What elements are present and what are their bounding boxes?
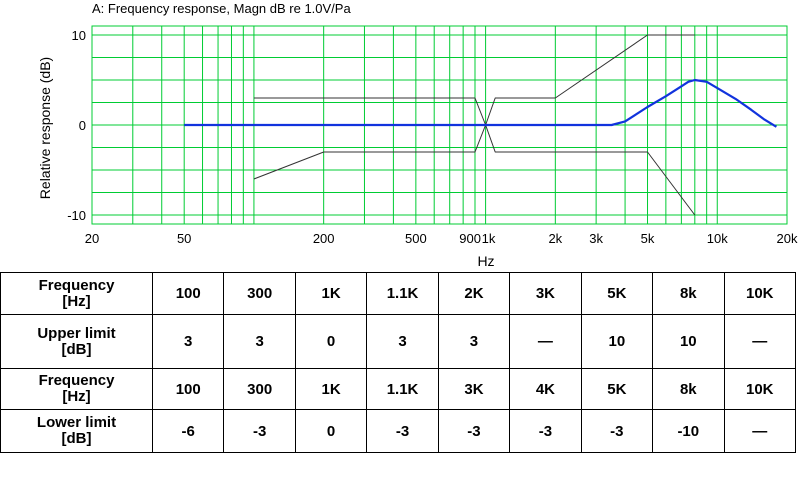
- row-header-line: Lower limit: [36, 414, 117, 431]
- table-cell: 10: [580, 314, 654, 369]
- y-tick-label: -10: [67, 208, 86, 223]
- table-cell: -10: [652, 409, 725, 453]
- chart-title: A: Frequency response, Magn dB re 1.0V/P…: [92, 1, 351, 16]
- table-cell: 10K: [723, 272, 796, 315]
- table-cell: 0: [294, 409, 368, 453]
- x-tick-label: 10k: [707, 231, 728, 246]
- table-row: Frequency [Hz] 100 300 1K 1.1K 3K 4K 5K 8k 10K: [0, 368, 796, 410]
- table-row: Lower limit [dB] -6 -3 0 -3 -3 -3 -3 -10—: [0, 409, 796, 453]
- table-cell: 8k: [652, 368, 725, 410]
- table-cell: —: [723, 409, 796, 453]
- y-tick-label: 10: [72, 28, 86, 43]
- table-cell: —: [509, 314, 582, 369]
- table-cell: 5K: [580, 272, 654, 315]
- row-header-line: Upper limit: [37, 324, 116, 342]
- table-cell: 3K: [437, 368, 511, 410]
- x-tick-label: 20: [85, 231, 99, 246]
- row-header-line: [dB]: [61, 430, 92, 447]
- table-cell: 300: [223, 272, 296, 315]
- row-header: Frequency [Hz]: [0, 368, 153, 410]
- table-row: Frequency [Hz] 100 300 1K 1.1K 2K 3K 5K 8k 10K: [0, 272, 796, 315]
- row-header-line: Frequency: [38, 276, 115, 294]
- table-cell: 3: [437, 314, 511, 369]
- table-cell: -3: [580, 409, 654, 453]
- x-tick-label: 2k: [548, 231, 562, 246]
- limits-table: Frequency [Hz] 100 300 1K 1.1K 2K 3K 5K 8k 10K Uppe…: [0, 272, 796, 453]
- table-cell: 300: [223, 368, 296, 410]
- table-cell: 8k: [652, 272, 725, 315]
- table-cell: -3: [366, 409, 439, 453]
- x-tick-label: 5k: [641, 231, 655, 246]
- table-cell: 100: [151, 272, 225, 315]
- chart-series: [184, 34, 777, 216]
- x-tick-label: 50: [177, 231, 191, 246]
- row-header-line: [dB]: [61, 340, 92, 358]
- row-header-line: [Hz]: [62, 388, 91, 405]
- table-cell: 1.1K: [366, 368, 439, 410]
- table-cell: 2K: [437, 272, 511, 315]
- table-cell: 10K: [723, 368, 796, 410]
- table-cell: —: [723, 314, 796, 369]
- table-cell: 10: [652, 314, 725, 369]
- row-header-line: Frequency: [38, 372, 115, 389]
- x-tick-label: 20k: [777, 231, 798, 246]
- table-cell: 4K: [509, 368, 582, 410]
- x-axis-label: Hz: [477, 253, 494, 269]
- table-cell: -3: [437, 409, 511, 453]
- row-header: Frequency [Hz]: [0, 272, 153, 315]
- table-cell: 1K: [294, 368, 368, 410]
- x-tick-label: 500: [405, 231, 427, 246]
- table-cell: -3: [223, 409, 296, 453]
- table-cell: 0: [294, 314, 368, 369]
- frequency-response-chart: A: Frequency response, Magn dB re 1.0V/P…: [37, 1, 798, 269]
- y-tick-label: 0: [79, 118, 86, 133]
- table-cell: -6: [151, 409, 225, 453]
- x-tick-labels: 20 50 200 500 900 1k 2k 3k 5k 10k 20k: [85, 231, 798, 246]
- plot-frame: [91, 25, 788, 225]
- table-cell: 100: [151, 368, 225, 410]
- table-cell: 1.1K: [366, 272, 439, 315]
- table-cell: 1K: [294, 272, 368, 315]
- table-cell: 3: [151, 314, 225, 369]
- table-cell: 5K: [580, 368, 654, 410]
- y-axis-label: Relative response (dB): [37, 57, 53, 199]
- x-tick-label: 3k: [589, 231, 603, 246]
- x-tick-label: 900: [459, 231, 481, 246]
- row-header: Upper limit [dB]: [0, 314, 153, 369]
- response-curve: [184, 78, 777, 128]
- table-cell: 3: [223, 314, 296, 369]
- upper-limit-line: [253, 34, 695, 126]
- y-tick-labels: 10 0 -10: [67, 28, 86, 223]
- table-cell: -3: [509, 409, 582, 453]
- table-row: Upper limit [dB] 3 3 0 3 3—10 10—: [0, 314, 796, 369]
- row-header-line: [Hz]: [62, 292, 91, 310]
- table-cell: 3: [366, 314, 439, 369]
- x-tick-label: 200: [313, 231, 335, 246]
- x-tick-label: 1k: [482, 231, 496, 246]
- table-cell: 3K: [509, 272, 582, 315]
- row-header: Lower limit [dB]: [0, 409, 153, 453]
